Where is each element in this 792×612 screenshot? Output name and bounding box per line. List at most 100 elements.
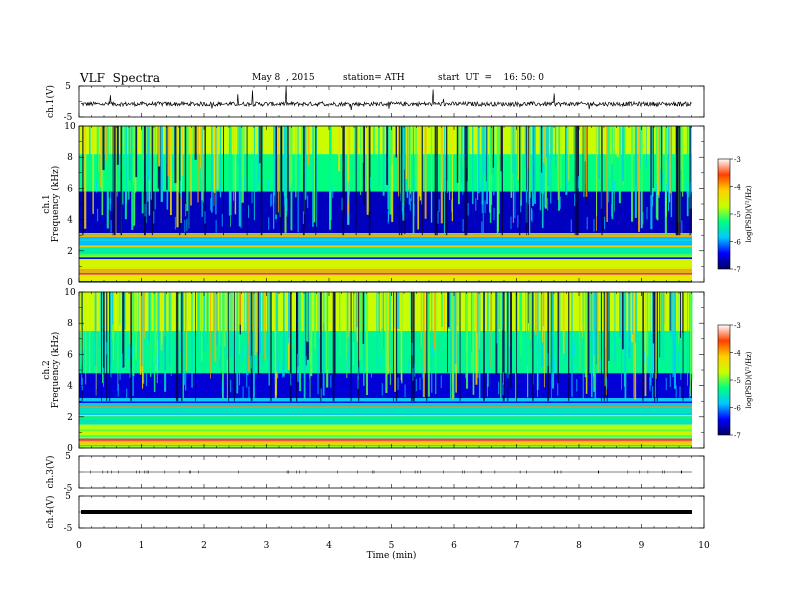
sferic-streak bbox=[360, 126, 362, 195]
sferic-streak bbox=[477, 126, 479, 200]
spectrogram-speckle bbox=[531, 207, 533, 221]
spectrogram-speckle bbox=[126, 388, 128, 402]
sferic-streak bbox=[662, 292, 665, 362]
sferic-streak bbox=[339, 292, 341, 357]
sferic-streak bbox=[583, 126, 585, 197]
sferic-streak bbox=[230, 126, 232, 216]
y-tick-label: 2 bbox=[67, 413, 73, 423]
sferic-streak bbox=[148, 292, 151, 343]
sferic-streak bbox=[398, 126, 400, 197]
sferic-streak bbox=[248, 292, 250, 371]
spectrogram-speckle bbox=[402, 202, 404, 215]
spectrogram-speckle bbox=[210, 198, 212, 211]
sferic-streak bbox=[126, 126, 127, 204]
spectrogram-speckle bbox=[438, 199, 440, 212]
ch3-waveform-panel: 5 -5 ch.3(V) bbox=[45, 452, 705, 494]
spectrogram-speckle bbox=[487, 383, 489, 397]
sferic-streak-dark bbox=[112, 126, 114, 236]
sferic-streak bbox=[584, 292, 587, 378]
sferic-streak bbox=[171, 126, 173, 170]
sferic-streak-dark bbox=[547, 292, 550, 402]
sferic-streak bbox=[542, 126, 545, 164]
sferic-streak bbox=[571, 292, 573, 397]
sferic-streak bbox=[680, 126, 683, 171]
sferic-streak bbox=[362, 126, 365, 207]
sferic-streak bbox=[510, 292, 513, 388]
sferic-streak bbox=[304, 126, 307, 200]
colorbar-tick-label: -4 bbox=[734, 184, 741, 192]
sferic-streak bbox=[96, 126, 98, 185]
sferic-streak bbox=[192, 126, 195, 158]
sferic-streak bbox=[378, 292, 380, 333]
spectrogram-speckle bbox=[268, 217, 270, 230]
sferic-streak bbox=[541, 126, 544, 229]
spectrogram-speckle bbox=[379, 356, 381, 369]
sferic-streak bbox=[102, 126, 105, 170]
sferic-streak bbox=[166, 126, 168, 190]
sferic-streak bbox=[489, 126, 492, 223]
sferic-streak bbox=[520, 126, 522, 206]
colorbar-tick-label: -7 bbox=[734, 432, 741, 440]
sferic-streak bbox=[559, 292, 561, 350]
sferic-streak bbox=[228, 126, 231, 216]
sferic-streak-dark bbox=[368, 126, 371, 236]
spectrogram-line bbox=[79, 245, 692, 247]
spectrogram-line bbox=[79, 443, 692, 445]
spectrogram-speckle bbox=[271, 193, 273, 206]
spectrogram-speckle bbox=[298, 369, 300, 383]
sferic-streak bbox=[554, 126, 557, 169]
sferic-streak bbox=[397, 292, 400, 329]
sferic-streak bbox=[385, 292, 388, 393]
sferic-streak-dark bbox=[445, 126, 448, 236]
spectrogram-line bbox=[79, 252, 692, 254]
sferic-streak bbox=[621, 126, 625, 182]
sferic-streak bbox=[568, 126, 570, 181]
sferic-streak bbox=[284, 126, 287, 206]
sferic-streak bbox=[579, 292, 581, 372]
spectrogram-speckle bbox=[215, 220, 217, 233]
spectrogram-speckle bbox=[669, 374, 671, 388]
sferic-streak bbox=[659, 126, 661, 159]
sferic-streak bbox=[670, 126, 673, 218]
sferic-streak bbox=[502, 292, 504, 391]
sferic-streak bbox=[269, 292, 272, 354]
sferic-streak-dark bbox=[606, 292, 608, 402]
spectrogram-speckle bbox=[452, 380, 454, 394]
spectrogram-speckle bbox=[230, 190, 232, 204]
sferic-streak bbox=[623, 292, 626, 387]
sferic-streak bbox=[520, 292, 523, 357]
y-tick-label: 0 bbox=[67, 278, 73, 288]
sferic-streak-dark bbox=[528, 126, 530, 236]
sferic-streak bbox=[128, 126, 131, 181]
sferic-streak bbox=[689, 292, 692, 397]
sferic-streak-dark bbox=[342, 126, 345, 236]
spectrogram-speckle bbox=[502, 372, 504, 385]
sferic-streak bbox=[362, 292, 365, 344]
sferic-streak bbox=[405, 126, 408, 179]
sferic-streak bbox=[560, 126, 562, 189]
sferic-streak bbox=[529, 292, 531, 347]
sferic-streak bbox=[549, 292, 551, 366]
sferic-streak bbox=[403, 126, 405, 170]
y-tick-label: 2 bbox=[67, 247, 73, 257]
sferic-streak bbox=[447, 292, 450, 328]
sferic-streak bbox=[234, 126, 237, 215]
figure-title: VLF Spectra bbox=[80, 71, 161, 85]
sferic-streak bbox=[154, 126, 156, 210]
sferic-streak bbox=[262, 292, 264, 365]
sferic-streak-dark bbox=[181, 292, 183, 402]
sferic-streak-dark bbox=[332, 292, 335, 402]
spectrogram-line bbox=[79, 432, 692, 435]
spectrogram-speckle bbox=[179, 180, 181, 194]
sferic-streak bbox=[84, 126, 87, 229]
sferic-streak bbox=[214, 292, 217, 362]
x-tick-label: 10 bbox=[698, 541, 710, 551]
spectrogram-speckle bbox=[155, 353, 157, 366]
sferic-streak bbox=[167, 126, 170, 177]
spectrogram-speckle bbox=[675, 385, 677, 398]
sferic-streak bbox=[526, 292, 528, 366]
sferic-streak bbox=[651, 292, 653, 378]
spectrogram-speckle bbox=[688, 184, 690, 198]
y-tick-label: 6 bbox=[67, 350, 73, 360]
sferic-streak-dark bbox=[656, 292, 658, 402]
